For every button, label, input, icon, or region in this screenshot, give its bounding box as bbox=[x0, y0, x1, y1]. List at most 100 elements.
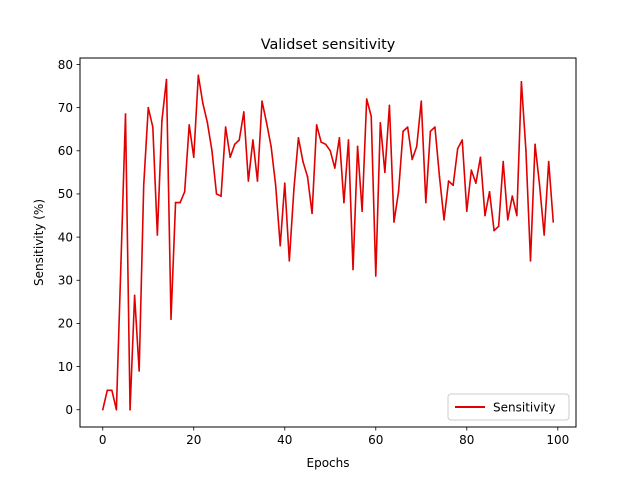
data-point bbox=[192, 156, 195, 159]
data-point bbox=[111, 389, 113, 392]
data-point bbox=[179, 201, 181, 204]
x-tick-label: 100 bbox=[546, 433, 569, 447]
data-point bbox=[265, 121, 268, 124]
data-point bbox=[425, 201, 427, 204]
data-point bbox=[252, 139, 254, 141]
data-point bbox=[133, 294, 136, 297]
data-point bbox=[516, 214, 518, 217]
data-point bbox=[452, 184, 454, 187]
data-point bbox=[224, 126, 227, 128]
data-point bbox=[365, 98, 368, 100]
data-point bbox=[324, 143, 327, 146]
data-point bbox=[420, 100, 423, 102]
y-tick-label: 30 bbox=[58, 274, 73, 288]
data-point bbox=[429, 130, 432, 133]
data-point bbox=[393, 221, 395, 223]
data-point bbox=[243, 111, 245, 113]
y-tick-label: 60 bbox=[58, 144, 73, 158]
x-tick-label: 80 bbox=[459, 433, 474, 447]
data-point bbox=[370, 115, 373, 118]
legend-box bbox=[447, 393, 570, 421]
data-point bbox=[475, 182, 477, 184]
data-point bbox=[115, 408, 118, 411]
data-point bbox=[129, 408, 131, 411]
data-point bbox=[329, 149, 332, 152]
data-point bbox=[215, 193, 218, 195]
data-point bbox=[101, 408, 104, 411]
data-point bbox=[488, 190, 491, 193]
data-point bbox=[461, 139, 464, 141]
data-point bbox=[152, 126, 154, 128]
data-point bbox=[534, 143, 536, 146]
y-tick-label: 70 bbox=[58, 101, 73, 115]
data-point bbox=[283, 182, 286, 184]
data-point bbox=[543, 234, 545, 236]
y-tick-label: 40 bbox=[58, 230, 73, 244]
data-point bbox=[347, 139, 350, 141]
data-point bbox=[247, 180, 250, 182]
data-point bbox=[206, 121, 209, 124]
data-point bbox=[511, 195, 514, 197]
data-point bbox=[165, 78, 168, 81]
data-point bbox=[456, 147, 459, 150]
data-point bbox=[124, 113, 127, 115]
data-point bbox=[406, 126, 409, 128]
data-point bbox=[352, 268, 354, 271]
data-point bbox=[161, 119, 163, 122]
data-point bbox=[547, 160, 550, 163]
data-point bbox=[484, 214, 486, 217]
data-point bbox=[279, 244, 282, 247]
x-tick-label: 0 bbox=[99, 433, 107, 447]
data-point bbox=[120, 262, 122, 264]
data-point bbox=[261, 100, 263, 102]
data-point bbox=[297, 137, 300, 139]
x-tick-label: 20 bbox=[186, 433, 201, 447]
axes-frame bbox=[79, 57, 577, 428]
data-point bbox=[502, 160, 504, 163]
plot-area bbox=[101, 74, 555, 411]
data-point bbox=[138, 370, 140, 372]
data-point bbox=[374, 275, 377, 277]
data-point bbox=[315, 124, 318, 126]
data-point bbox=[470, 169, 473, 172]
data-point bbox=[220, 195, 222, 197]
data-point bbox=[411, 158, 413, 161]
data-point bbox=[320, 141, 322, 143]
data-point bbox=[479, 156, 482, 159]
y-axis: 0 10 20 30 40 50 60 70 80 bbox=[58, 58, 80, 417]
data-point bbox=[142, 184, 145, 187]
data-point bbox=[183, 190, 186, 193]
legend: Sensitivity bbox=[447, 393, 570, 421]
data-point bbox=[238, 139, 241, 141]
data-point bbox=[525, 149, 527, 152]
data-point bbox=[384, 171, 386, 174]
data-point bbox=[397, 190, 400, 193]
data-point bbox=[506, 219, 509, 221]
chart-title: Validset sensitivity bbox=[261, 37, 396, 53]
data-point bbox=[493, 229, 495, 232]
data-point bbox=[465, 210, 468, 213]
data-point bbox=[338, 137, 341, 139]
y-tick-label: 20 bbox=[58, 317, 73, 331]
data-point bbox=[529, 260, 532, 262]
data-point bbox=[497, 225, 500, 228]
x-axis-label: Epochs bbox=[307, 456, 350, 470]
data-point bbox=[388, 104, 391, 107]
data-point bbox=[170, 318, 172, 320]
data-point bbox=[147, 106, 150, 109]
x-tick-label: 60 bbox=[368, 433, 383, 447]
data-point bbox=[520, 80, 523, 83]
legend-label-sensitivity: Sensitivity bbox=[493, 401, 555, 415]
data-point bbox=[447, 180, 450, 182]
data-point bbox=[156, 234, 159, 236]
y-axis-label: Sensitivity (%) bbox=[32, 199, 46, 286]
data-point bbox=[538, 184, 541, 187]
x-axis: 0 20 40 60 80 100 bbox=[99, 427, 569, 447]
data-point bbox=[402, 130, 404, 133]
data-point bbox=[379, 121, 382, 124]
data-point bbox=[270, 145, 272, 148]
y-tick-label: 10 bbox=[58, 360, 73, 374]
data-point bbox=[311, 212, 313, 215]
